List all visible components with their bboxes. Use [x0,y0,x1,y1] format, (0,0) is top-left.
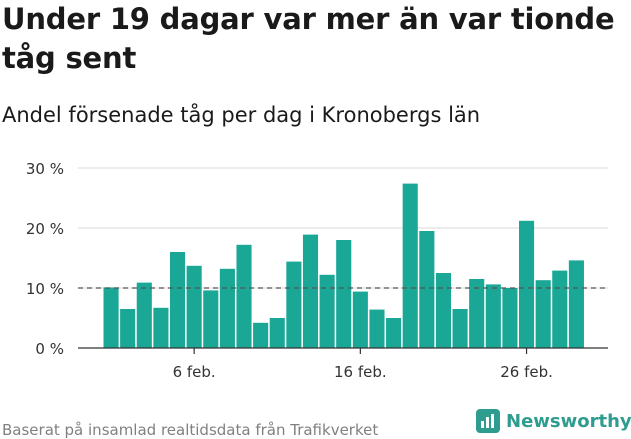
chart-subtitle: Andel försenade tåg per dag i Kronobergs… [2,103,481,127]
bar [219,268,235,348]
bar [120,309,136,348]
bar [203,290,219,348]
bar [136,282,152,348]
bar [568,260,584,348]
bar [153,307,169,348]
x-tick-label: 6 feb. [173,363,216,381]
x-ticks: 6 feb. 16 feb. 26 feb. [173,348,553,381]
bar [535,280,551,348]
bar [186,265,202,348]
bar [452,309,468,348]
bar [469,279,485,348]
bar-chart: 0 % 10 % 20 % 30 % 6 feb. 16 feb. 26 feb. [26,160,608,381]
bar [169,252,186,348]
bar [402,183,418,348]
bar [319,274,335,348]
brand-logo: Newsworthy [476,409,631,433]
bar [502,288,518,348]
bar [435,273,451,348]
y-tick-label: 10 % [26,280,64,298]
x-tick-label: 26 feb. [500,363,553,381]
y-tick-label: 0 % [35,340,64,358]
bar [519,220,535,348]
y-tick-label: 30 % [26,160,64,178]
bar [552,270,568,348]
bar [352,291,368,348]
bar [286,261,302,348]
bar [336,240,352,348]
source-note: Baserat på insamlad realtidsdata från Tr… [2,421,379,439]
y-tick-labels: 0 % 10 % 20 % 30 % [26,160,64,358]
bar [236,244,252,348]
bar [103,287,119,348]
bars [103,183,584,348]
bar [369,309,385,348]
bar [253,322,269,348]
bar [269,318,285,348]
bar [419,231,435,348]
bar [485,284,501,348]
y-tick-label: 20 % [26,220,64,238]
newsworthy-logo-icon [476,409,500,433]
chart-title: Under 19 dagar var mer än var tionde tåg… [2,2,615,75]
bar [302,234,319,348]
x-tick-label: 16 feb. [334,363,387,381]
bar [386,318,402,348]
brand-name: Newsworthy [506,410,631,432]
